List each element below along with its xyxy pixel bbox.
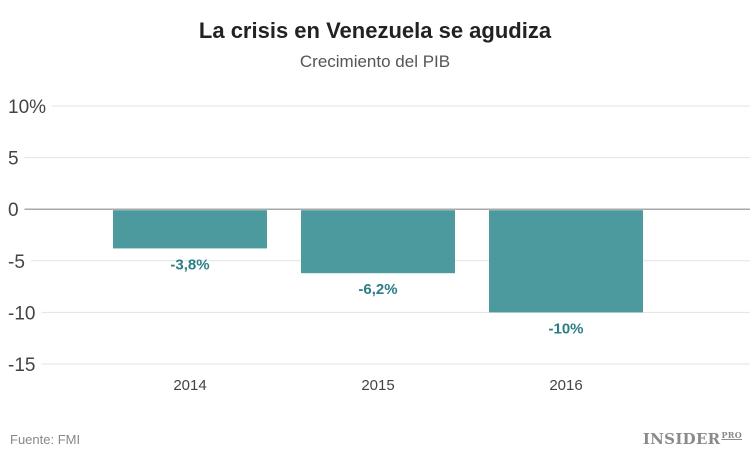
logo-text: INSIDER bbox=[642, 430, 721, 448]
bar-2014 bbox=[113, 210, 267, 249]
logo-suffix: PRO bbox=[721, 430, 742, 440]
source-note: Fuente: FMI bbox=[10, 432, 81, 447]
y-tick-label: -15 bbox=[8, 355, 35, 376]
data-label: -3,8% bbox=[170, 256, 209, 273]
y-tick-label: -5 bbox=[8, 252, 25, 273]
y-tick-label: 0 bbox=[8, 200, 19, 221]
data-label: -10% bbox=[548, 320, 583, 337]
x-tick-label: 2014 bbox=[173, 377, 206, 394]
data-label: -6,2% bbox=[358, 281, 397, 298]
bar-2015 bbox=[301, 210, 455, 274]
x-tick-label: 2015 bbox=[361, 377, 394, 394]
insider-pro-logo: INSIDERPRO bbox=[643, 430, 742, 448]
bar-2016 bbox=[489, 210, 643, 313]
y-tick-label: -10 bbox=[8, 303, 35, 324]
y-tick-label: 10% bbox=[8, 97, 46, 118]
y-tick-label: 5 bbox=[8, 149, 19, 170]
chart-title: La crisis en Venezuela se agudiza bbox=[198, 18, 552, 43]
x-tick-label: 2016 bbox=[549, 377, 582, 394]
chart-subtitle: Crecimiento del PIB bbox=[299, 52, 451, 71]
